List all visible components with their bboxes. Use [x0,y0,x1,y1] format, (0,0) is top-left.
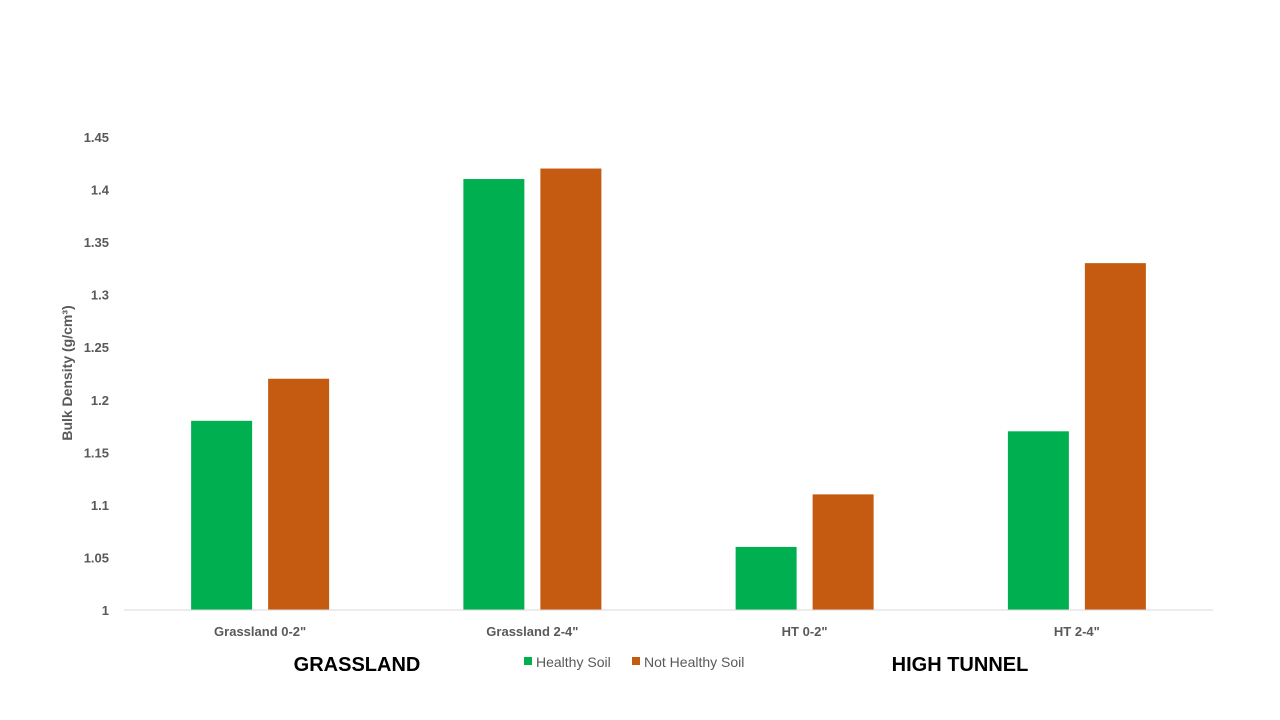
y-axis-ticks: 1 1.05 1.1 1.15 1.2 1.25 1.3 1.35 1.4 1.45 [84,130,110,618]
bar-healthy-soil [1007,431,1069,610]
bar-not-healthy-soil [812,494,874,610]
y-tick-label: 1.05 [84,550,109,565]
bars-group [191,168,1146,611]
x-category-label: Grassland 2-4" [486,624,578,639]
x-category-label: Grassland 0-2" [214,624,306,639]
group-label-high-tunnel: HIGH TUNNEL [892,654,1029,676]
y-tick-label: 1.45 [84,130,109,145]
y-tick-label: 1.25 [84,340,109,355]
bar-healthy-soil [735,546,797,610]
group-label-grassland: GRASSLAND [294,654,421,676]
x-category-label: HT 0-2" [782,624,828,639]
x-category-label: HT 2-4" [1054,624,1100,639]
legend-swatch-healthy-soil [524,657,532,665]
legend-label-not-healthy-soil: Not Healthy Soil [644,654,744,670]
y-tick-label: 1.2 [91,393,109,408]
bar-healthy-soil [463,179,525,611]
legend-label-healthy-soil: Healthy Soil [536,654,611,670]
legend: Healthy Soil Not Healthy Soil [524,654,744,670]
bar-not-healthy-soil [540,168,602,611]
legend-swatch-not-healthy-soil [632,657,640,665]
y-tick-label: 1 [102,603,109,618]
y-tick-label: 1.15 [84,445,109,460]
category-labels: Grassland 0-2" Grassland 2-4" HT 0-2" HT 2-… [214,624,1100,639]
y-tick-label: 1.1 [91,498,109,513]
bar-not-healthy-soil [268,378,330,610]
y-axis-title: Bulk Density (g/cm³) [59,305,75,440]
bar-healthy-soil [191,420,253,610]
bar-not-healthy-soil [1084,263,1146,610]
y-tick-label: 1.4 [91,183,110,198]
y-tick-label: 1.3 [91,288,109,303]
y-tick-label: 1.35 [84,235,109,250]
